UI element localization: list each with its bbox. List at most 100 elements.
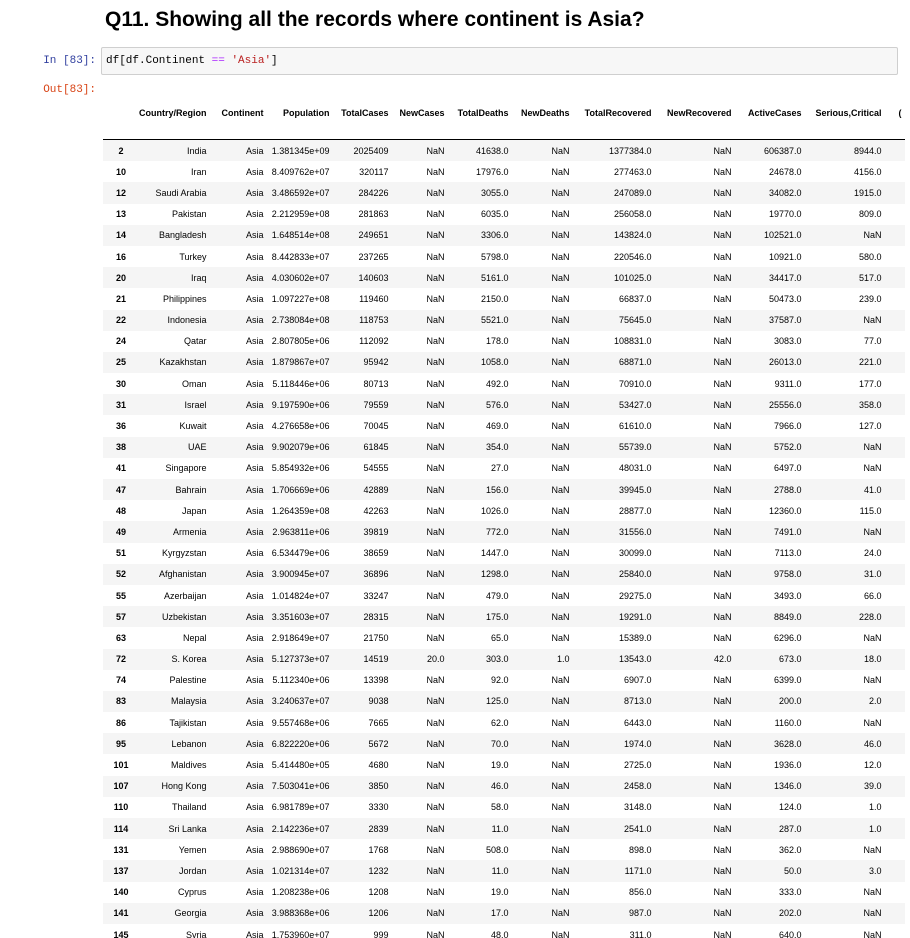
row-index: 141 <box>113 908 129 919</box>
table-cell: Asia <box>245 802 264 813</box>
table-cell: Asia <box>245 251 264 262</box>
table-cell: Asia <box>245 463 264 474</box>
table-cell: Asia <box>245 505 264 516</box>
table-cell: 1171.0 <box>624 865 652 876</box>
table-cell: 228.0 <box>858 611 882 622</box>
table-cell: Israel <box>184 399 207 410</box>
table-cell: Kazakhstan <box>159 357 207 368</box>
table-cell: 2.212959e+08 <box>271 209 330 220</box>
table-cell: 6399.0 <box>773 675 802 686</box>
table-cell: 580.0 <box>858 251 882 262</box>
column-header: TotalCases <box>341 108 389 118</box>
table-cell: 2.988690e+07 <box>271 844 330 855</box>
row-index: 24 <box>115 336 126 347</box>
table-cell: 640.0 <box>778 929 802 938</box>
table-cell: NaN <box>551 463 570 474</box>
table-cell-overflow <box>885 924 905 938</box>
table-cell: Pakistan <box>171 209 207 220</box>
table-cell: 31.0 <box>863 569 882 580</box>
table-cell: Asia <box>245 738 264 749</box>
table-row: 49 Armenia Asia 2.963811e+06 39819 NaN 772.0 Na… <box>103 521 905 543</box>
table-cell: NaN <box>551 908 570 919</box>
table-cell: NaN <box>551 145 570 156</box>
table-cell: NaN <box>713 717 732 728</box>
table-row: 95 Lebanon Asia 6.822220e+06 5672 NaN 70.0 NaN 1… <box>103 733 905 755</box>
table-cell: 34417.0 <box>768 272 802 283</box>
table-cell: NaN <box>551 230 570 241</box>
table-cell: 42263 <box>363 505 389 516</box>
table-cell: NaN <box>426 230 445 241</box>
row-index: 10 <box>115 166 126 177</box>
table-cell: 80713 <box>363 378 389 389</box>
table-cell: NaN <box>426 272 445 283</box>
table-cell: Qatar <box>183 336 207 347</box>
table-cell: 26013.0 <box>768 357 802 368</box>
table-cell: NaN <box>426 526 445 537</box>
table-cell: NaN <box>551 929 570 938</box>
table-cell-overflow <box>885 860 905 881</box>
table-cell: Asia <box>245 442 264 453</box>
table-row: 2 India Asia 1.381345e+09 2025409 NaN 41638.0 N… <box>103 139 905 162</box>
table-cell: 2.963811e+06 <box>272 526 330 537</box>
table-cell: NaN <box>551 251 570 262</box>
table-cell: 606387.0 <box>763 145 802 156</box>
table-cell: 2839 <box>368 823 389 834</box>
table-cell: 9.902079e+06 <box>271 442 330 453</box>
table-cell: 58.0 <box>490 802 509 813</box>
table-cell: Asia <box>245 272 264 283</box>
table-row: 110 Thailand Asia 6.981789e+07 3330 NaN 58.0 Na… <box>103 796 905 818</box>
table-cell: 284226 <box>358 187 389 198</box>
table-cell: NaN <box>426 484 445 495</box>
table-cell: NaN <box>426 738 445 749</box>
table-row: 21 Philippines Asia 1.097227e+08 119460 NaN 21… <box>103 288 905 310</box>
table-cell: Asia <box>245 209 264 220</box>
table-cell: NaN <box>426 187 445 198</box>
table-cell: NaN <box>713 696 732 707</box>
code-text: df[df.Continent <box>106 55 212 67</box>
table-cell: Iran <box>190 166 207 177</box>
table-cell: NaN <box>863 675 882 686</box>
table-cell: Asia <box>245 421 264 432</box>
table-cell: 987.0 <box>628 908 652 919</box>
table-row: 107 Hong Kong Asia 7.503041e+06 3850 NaN 46.0 N… <box>103 775 905 797</box>
table-cell: NaN <box>551 717 570 728</box>
table-cell: 19.0 <box>490 760 509 771</box>
table-cell-overflow <box>885 606 905 627</box>
table-cell: 17.0 <box>490 908 509 919</box>
table-cell: 54555 <box>363 463 389 474</box>
table-cell: NaN <box>426 293 445 304</box>
table-row: 47 Bahrain Asia 1.706669e+06 42889 NaN 156.0 Na… <box>103 479 905 501</box>
table-cell: NaN <box>426 823 445 834</box>
table-cell-overflow <box>885 500 905 521</box>
table-cell: NaN <box>426 378 445 389</box>
table-cell: Asia <box>245 611 264 622</box>
table-cell: NaN <box>426 887 445 898</box>
code-operator: == <box>211 55 225 67</box>
table-cell: 8713.0 <box>623 696 652 707</box>
code-input-cell[interactable]: df[df.Continent == 'Asia'] <box>101 47 898 75</box>
table-cell: 6035.0 <box>480 209 509 220</box>
row-index: 16 <box>115 251 126 262</box>
table-cell: 108831.0 <box>613 336 652 347</box>
table-cell-overflow <box>885 521 905 542</box>
table-cell: 856.0 <box>628 887 652 898</box>
table-cell: 77.0 <box>863 336 882 347</box>
table-cell: NaN <box>551 781 570 792</box>
table-cell: NaN <box>551 865 570 876</box>
table-cell: NaN <box>551 526 570 537</box>
table-cell: 287.0 <box>778 823 802 834</box>
table-cell: NaN <box>551 187 570 198</box>
table-cell: Yemen <box>178 844 207 855</box>
table-cell: 29275.0 <box>618 590 652 601</box>
row-index: 107 <box>113 781 129 792</box>
table-cell: NaN <box>863 632 882 643</box>
table-cell: 31556.0 <box>618 526 652 537</box>
table-cell: Asia <box>245 823 264 834</box>
table-cell: NaN <box>863 442 882 453</box>
table-cell: Asia <box>245 675 264 686</box>
table-cell: Malaysia <box>170 696 207 707</box>
table-cell: 8.409762e+07 <box>271 166 330 177</box>
table-cell: 256058.0 <box>613 209 652 220</box>
table-cell: NaN <box>426 399 445 410</box>
table-cell: 7966.0 <box>773 421 802 432</box>
